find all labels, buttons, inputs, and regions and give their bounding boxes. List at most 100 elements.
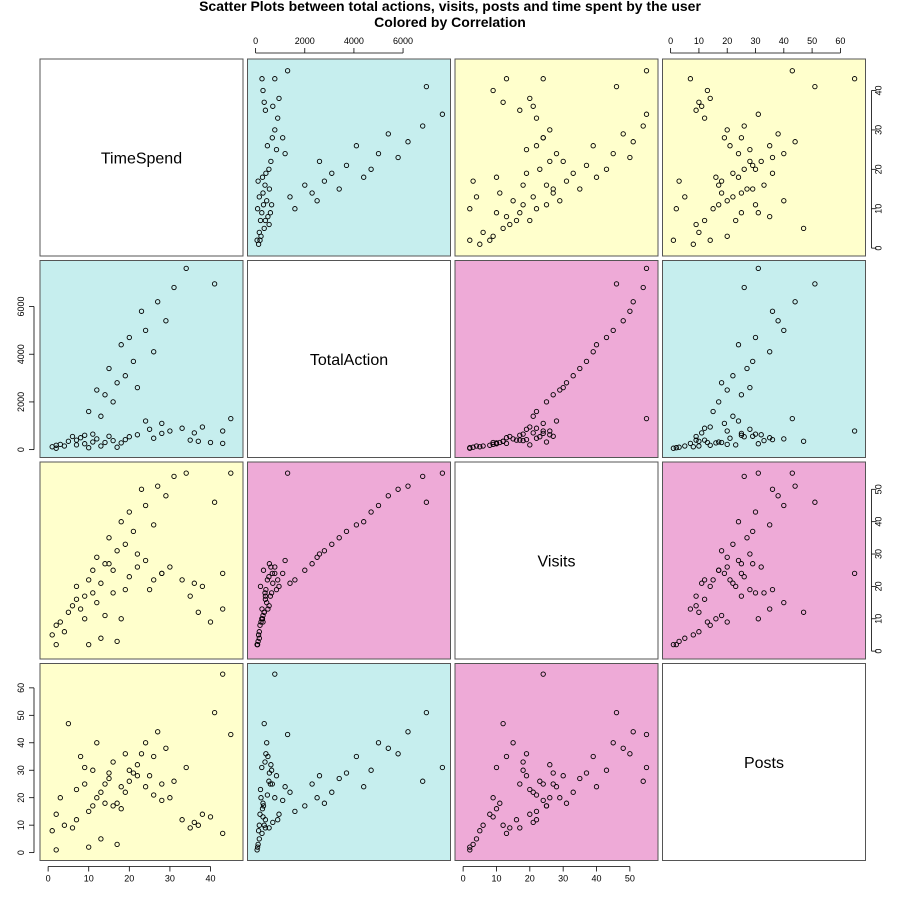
data-point <box>610 327 616 334</box>
data-point <box>183 470 189 476</box>
data-point <box>747 146 753 153</box>
data-point <box>423 83 430 90</box>
data-point <box>560 384 566 391</box>
data-point <box>755 441 761 447</box>
right-axis-timespend: 0 10 20 30 40 <box>871 86 884 251</box>
tick-label: 40 <box>206 874 216 884</box>
data-point <box>287 580 293 586</box>
data-point <box>643 764 650 771</box>
panel-background <box>662 58 866 257</box>
data-point <box>523 146 530 153</box>
data-point <box>738 432 745 438</box>
variable-label: TotalAction <box>310 352 388 369</box>
data-point <box>94 554 100 560</box>
data-point <box>264 599 270 606</box>
data-point <box>220 830 226 837</box>
data-point <box>73 786 80 793</box>
data-point <box>755 470 761 476</box>
data-point <box>747 426 753 432</box>
diagonal-panel-timespend: TimeSpend <box>39 58 244 257</box>
data-point <box>724 554 730 560</box>
data-point <box>264 792 271 798</box>
data-point <box>557 198 563 204</box>
data-point <box>151 522 157 528</box>
data-point <box>735 418 742 424</box>
data-point <box>262 593 269 599</box>
panel-background <box>454 663 659 861</box>
data-point <box>260 612 266 619</box>
data-point <box>716 202 722 208</box>
data-point <box>693 107 699 113</box>
data-point <box>517 107 523 113</box>
data-point <box>610 150 616 157</box>
data-point <box>738 430 745 437</box>
data-point <box>620 745 626 751</box>
data-point <box>550 392 556 398</box>
variable-label: Visits <box>538 554 576 571</box>
data-point <box>557 387 563 393</box>
data-point <box>752 334 759 341</box>
data-point <box>670 445 677 451</box>
data-point <box>510 198 516 204</box>
data-point <box>259 174 266 180</box>
data-point <box>179 425 185 431</box>
data-point <box>767 522 773 528</box>
data-point <box>517 825 523 831</box>
data-point <box>191 580 197 586</box>
data-point <box>630 299 636 305</box>
data-point <box>710 577 716 583</box>
data-point <box>758 158 764 165</box>
data-point <box>490 87 496 94</box>
data-point <box>540 430 546 437</box>
data-point <box>138 751 145 757</box>
data-point <box>716 439 722 445</box>
panel-background <box>39 461 244 660</box>
data-point <box>260 800 266 806</box>
data-point <box>314 795 320 801</box>
data-point <box>775 318 781 324</box>
data-point <box>490 233 496 239</box>
data-point <box>264 740 270 746</box>
data-point <box>82 432 88 438</box>
data-point <box>130 358 137 365</box>
data-point <box>167 428 173 434</box>
data-point <box>134 551 141 557</box>
data-point <box>716 399 722 405</box>
data-point <box>255 841 261 848</box>
panel-timespend-vs-posts <box>662 58 866 257</box>
data-point <box>503 435 510 441</box>
data-point <box>724 441 730 448</box>
data-point <box>699 103 705 109</box>
data-point <box>724 428 730 434</box>
data-point <box>151 349 157 355</box>
data-point <box>547 158 553 165</box>
data-point <box>53 847 59 853</box>
variable-label: TimeSpend <box>101 151 182 168</box>
data-point <box>257 217 264 224</box>
data-point <box>122 373 128 379</box>
data-point <box>540 420 546 427</box>
data-point <box>159 797 165 804</box>
data-point <box>257 811 263 817</box>
data-point <box>86 408 92 415</box>
data-point <box>284 731 291 738</box>
data-point <box>264 198 270 204</box>
data-point <box>761 182 767 188</box>
data-point <box>710 206 716 212</box>
top-axis-totalaction: 0 2000 4000 6000 <box>253 36 413 54</box>
data-point <box>781 436 787 442</box>
panel-timespend-vs-visits <box>454 58 659 257</box>
data-point <box>98 580 104 586</box>
data-point <box>557 795 563 801</box>
data-point <box>65 438 72 444</box>
data-point <box>613 281 620 287</box>
data-point <box>769 170 776 176</box>
data-point <box>256 229 262 236</box>
panel-background <box>662 663 866 861</box>
data-point <box>263 170 269 176</box>
data-point <box>361 784 367 790</box>
data-point <box>490 795 496 801</box>
panel-totalaction-vs-timespend <box>39 260 244 458</box>
tick-label: 30 <box>874 549 884 559</box>
data-point <box>163 318 169 324</box>
